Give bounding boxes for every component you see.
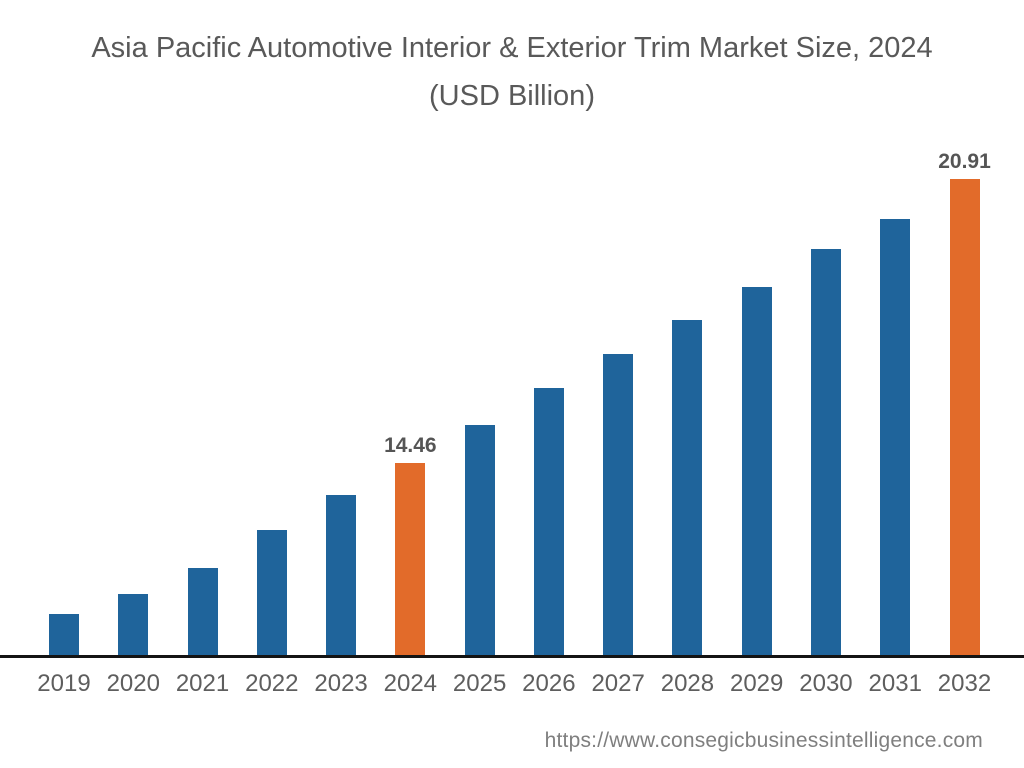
x-label-2029: 2029 <box>729 670 784 697</box>
x-label-2022: 2022 <box>245 670 299 697</box>
bar-2024 <box>395 463 426 656</box>
x-label-2020: 2020 <box>106 670 160 697</box>
bar-2028 <box>672 320 703 656</box>
x-label-2028: 2028 <box>660 670 715 697</box>
x-label-2032: 2032 <box>937 670 992 697</box>
x-label-2023: 2023 <box>314 670 368 697</box>
bar-2032 <box>949 179 980 656</box>
bar-2030 <box>810 249 841 656</box>
bar-2025 <box>464 425 495 656</box>
bar-2019 <box>49 614 79 656</box>
bar-2027 <box>603 354 634 656</box>
x-label-2031: 2031 <box>868 670 922 697</box>
chart-title: Asia Pacific Automotive Interior & Exter… <box>91 32 933 64</box>
x-label-2030: 2030 <box>799 670 853 697</box>
x-label-2027: 2027 <box>591 670 645 697</box>
bar-2023 <box>326 495 357 656</box>
chart-title-block: Asia Pacific Automotive Interior & Exter… <box>0 24 1024 120</box>
bar-2020 <box>118 594 149 656</box>
bar-2022 <box>256 530 287 656</box>
value-label-2024: 14.46 <box>384 434 437 457</box>
x-label-2026: 2026 <box>522 670 576 697</box>
x-axis-line <box>0 655 1024 658</box>
x-label-2025: 2025 <box>452 670 507 697</box>
bar-2031 <box>880 219 911 656</box>
bar-2026 <box>533 388 564 656</box>
x-label-2021: 2021 <box>175 670 230 697</box>
x-label-2019: 2019 <box>37 670 91 697</box>
bar-2029 <box>741 287 772 656</box>
x-label-2024: 2024 <box>383 670 438 697</box>
bar-2021 <box>187 568 218 656</box>
value-label-2032: 20.91 <box>938 150 991 173</box>
source-url: https://www.consegicbusinessintelligence… <box>544 729 983 752</box>
chart-subtitle: (USD Billion) <box>429 80 595 112</box>
